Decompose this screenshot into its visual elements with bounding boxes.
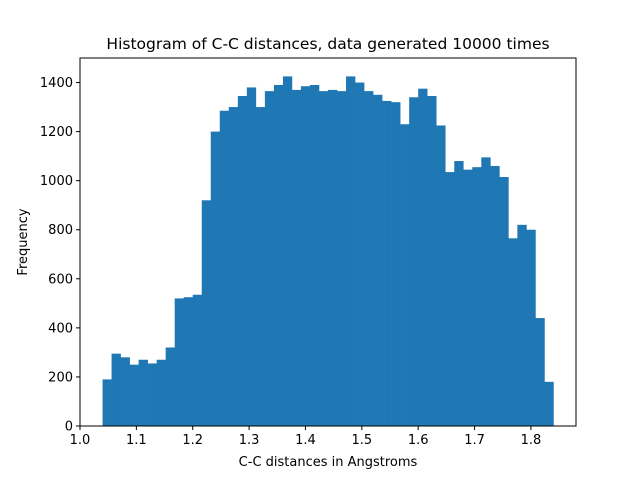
y-tick-label: 1000: [40, 174, 73, 189]
histogram-bar: [391, 102, 401, 426]
x-axis-label: C-C distances in Angstroms: [239, 455, 418, 470]
histogram-bar: [120, 357, 130, 426]
histogram-bar: [427, 96, 437, 426]
histogram-bar: [463, 169, 473, 427]
histogram-bar: [373, 94, 383, 427]
y-tick-label: 0: [65, 420, 73, 435]
y-tick-label: 600: [48, 272, 73, 287]
histogram-bar: [337, 91, 347, 427]
histogram-bar: [219, 110, 230, 426]
histogram-bars: [102, 76, 554, 427]
y-axis-label: Frequency: [16, 208, 31, 275]
x-axis-ticks: 1.0 1.1 1.2 1.3 1.4 1.5 1.6 1.7 1.8: [70, 426, 542, 448]
histogram-bar: [255, 107, 266, 427]
histogram-bar: [544, 381, 554, 426]
x-tick-label: 1.2: [182, 433, 203, 448]
histogram-bar: [346, 76, 356, 427]
histogram-bar: [273, 84, 284, 426]
histogram-bar: [418, 88, 428, 427]
histogram-bar: [400, 124, 410, 427]
histogram-bar: [165, 347, 175, 426]
histogram-bar: [481, 157, 491, 427]
histogram-bar: [526, 229, 536, 426]
y-tick-label: 200: [48, 370, 73, 385]
histogram-bar: [508, 238, 518, 426]
x-tick-label: 1.1: [126, 433, 147, 448]
histogram-bar: [102, 379, 112, 426]
histogram-bar: [138, 359, 148, 426]
x-tick-label: 1.8: [521, 433, 542, 448]
x-tick-label: 1.5: [351, 433, 372, 448]
histogram-bar: [291, 89, 302, 426]
chart-title: Histogram of C-C distances, data generat…: [106, 35, 549, 53]
histogram-bar: [264, 91, 275, 427]
histogram-bar: [328, 89, 338, 426]
x-tick-label: 1.6: [408, 433, 429, 448]
histogram-bar: [355, 82, 365, 427]
histogram-bar: [192, 294, 203, 426]
histogram-bar: [445, 172, 455, 426]
histogram-bar: [210, 131, 221, 426]
x-tick-label: 1.4: [295, 433, 316, 448]
x-tick-label: 1.7: [464, 433, 485, 448]
histogram-bar: [454, 161, 464, 427]
histogram-bar: [111, 353, 121, 426]
histogram-bar: [364, 91, 374, 427]
histogram-bar: [129, 364, 139, 426]
histogram-bar: [472, 167, 482, 426]
histogram-bar: [282, 76, 293, 427]
histogram-bar: [517, 224, 527, 426]
histogram-bar: [309, 84, 320, 426]
histogram-bar: [300, 86, 311, 427]
histogram-bar: [436, 125, 446, 426]
histogram-bar: [382, 100, 392, 426]
histogram-bar: [490, 165, 500, 427]
histogram-bar: [201, 200, 212, 426]
y-tick-label: 800: [48, 223, 73, 238]
histogram-bar: [246, 87, 257, 426]
y-tick-label: 400: [48, 321, 73, 336]
x-tick-label: 1.0: [70, 433, 91, 448]
histogram-bar: [156, 359, 166, 426]
histogram-bar: [535, 318, 545, 426]
histogram-bar: [499, 176, 509, 426]
y-tick-label: 1200: [40, 125, 73, 140]
plot-frame: [79, 57, 577, 427]
histogram-bar: [174, 298, 185, 426]
histogram-bar: [409, 97, 419, 427]
histogram-bar: [318, 91, 329, 427]
histogram-bar: [183, 297, 194, 426]
y-axis-ticks: 0 200 400 600 800 1000 1200 1400: [40, 76, 80, 435]
y-tick-label: 1400: [40, 76, 73, 91]
x-tick-label: 1.3: [239, 433, 260, 448]
histogram-bar: [237, 96, 248, 426]
histogram-bar: [147, 363, 157, 426]
histogram-bar: [228, 107, 239, 427]
